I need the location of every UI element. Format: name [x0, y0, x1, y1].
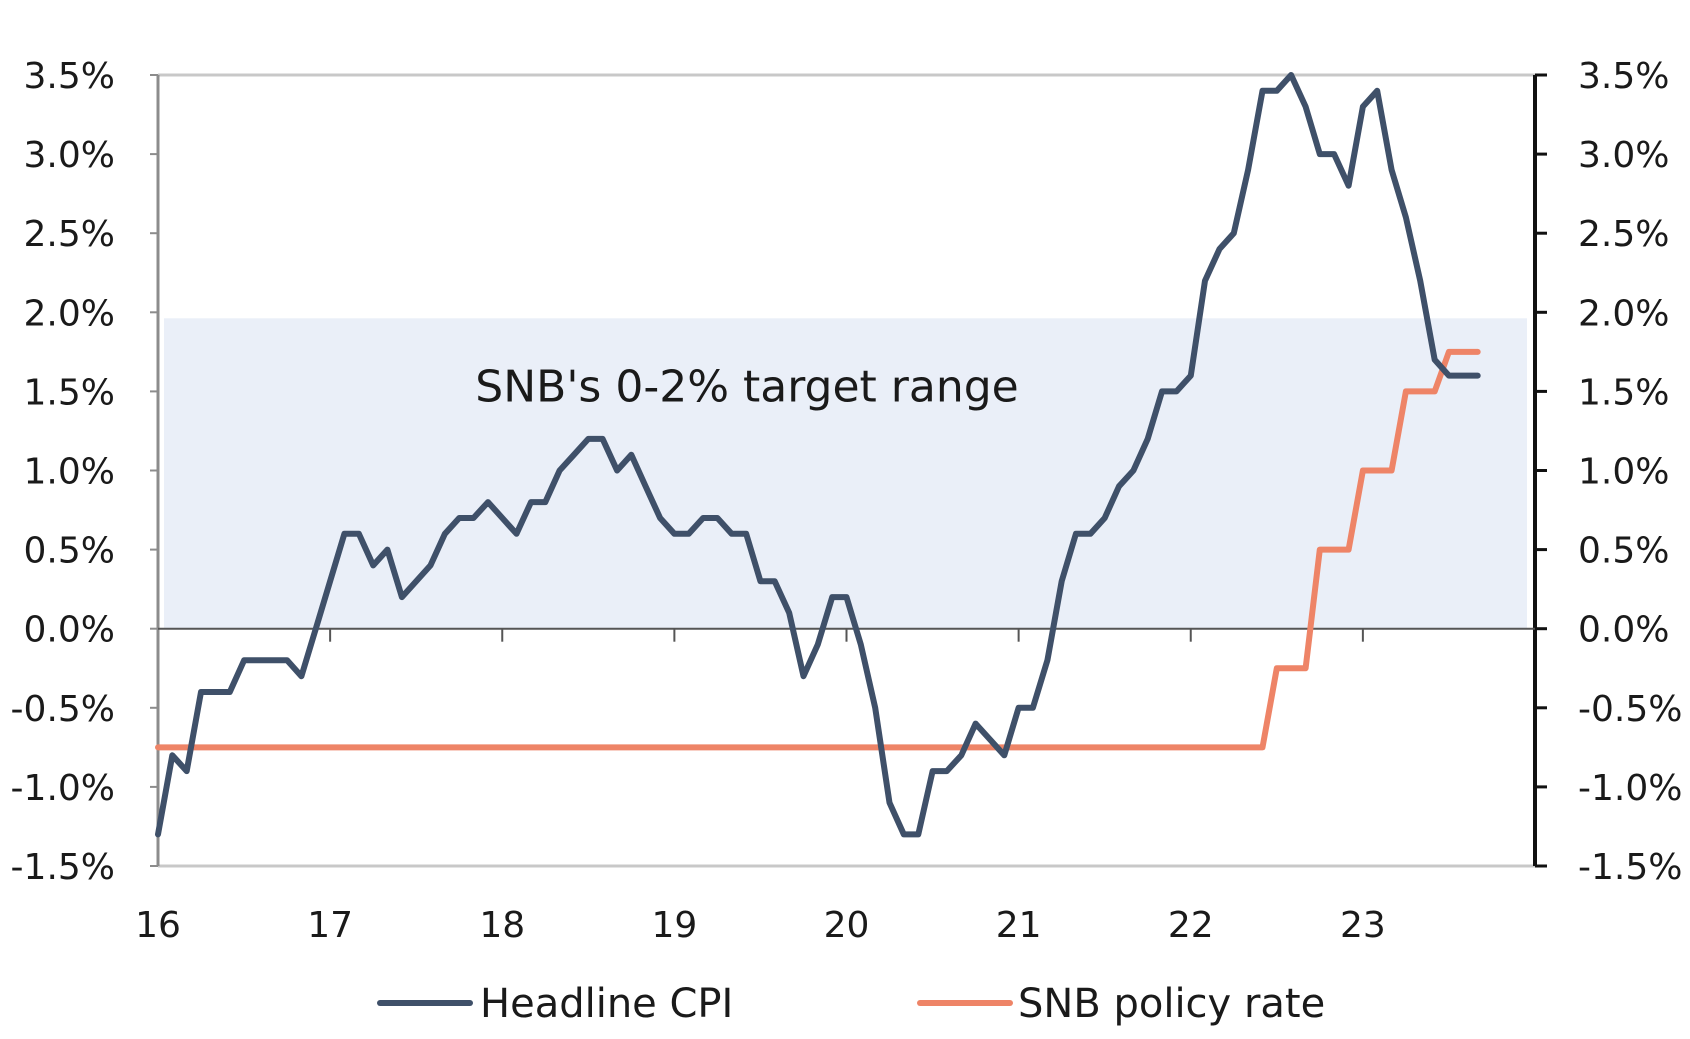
target-band-label: SNB's 0-2% target range — [475, 361, 1018, 412]
target-band — [164, 318, 1527, 629]
y-tick-label-left: 3.0% — [24, 135, 115, 176]
x-tick-label: 17 — [307, 905, 353, 946]
y-tick-label-right: 1.5% — [1578, 372, 1669, 413]
legend-label-snb-policy-rate: SNB policy rate — [1018, 981, 1325, 1027]
series-line-snb-policy-rate — [155, 348, 1481, 751]
series-line-headline-cpi — [155, 72, 1481, 838]
y-tick-label-left: 0.0% — [24, 610, 115, 651]
y-axis-right: 3.5% 3.0% 2.5% 2.0% 1.5% 1.0% 0.5% 0.0% -0.5% -1.… — [1535, 56, 1682, 888]
series-group — [155, 72, 1481, 838]
y-tick-label-right: 1.0% — [1578, 452, 1669, 493]
x-tick-label: 18 — [479, 905, 525, 946]
legend: Headline CPI SNB policy rate — [377, 981, 1325, 1027]
y-tick-label-left: -1.0% — [11, 768, 115, 809]
y-tick-label-right: -0.5% — [1578, 689, 1682, 730]
y-tick-label-right: -1.5% — [1578, 847, 1682, 888]
y-tick-label-right: 3.5% — [1578, 56, 1669, 97]
x-tick-label: 21 — [996, 905, 1042, 946]
x-tick-label: 16 — [135, 905, 181, 946]
legend-label-headline-cpi: Headline CPI — [480, 981, 733, 1027]
y-tick-label-left: 1.0% — [24, 452, 115, 493]
y-tick-label-right: -1.0% — [1578, 768, 1682, 809]
y-tick-label-left: 1.5% — [24, 372, 115, 413]
x-tick-label: 23 — [1340, 905, 1386, 946]
x-axis: 16 17 18 19 20 21 22 23 — [135, 628, 1386, 946]
y-tick-label-right: 0.0% — [1578, 610, 1669, 651]
y-tick-label-left: -0.5% — [11, 689, 115, 730]
y-tick-label-right: 0.5% — [1578, 531, 1669, 572]
y-tick-label-right: 3.0% — [1578, 135, 1669, 176]
y-tick-label-left: 0.5% — [24, 531, 115, 572]
y-tick-label-right: 2.0% — [1578, 293, 1669, 334]
x-tick-label: 19 — [651, 905, 697, 946]
x-tick-label: 20 — [824, 905, 870, 946]
y-axis-left: 3.5% 3.0% 2.5% 2.0% 1.5% 1.0% 0.5% 0.0% -0.5% -1.… — [11, 56, 158, 888]
y-tick-label-right: 2.5% — [1578, 214, 1669, 255]
y-tick-label-left: 3.5% — [24, 56, 115, 97]
x-tick-label: 22 — [1168, 905, 1214, 946]
y-tick-label-left: -1.5% — [11, 847, 115, 888]
y-tick-label-left: 2.0% — [24, 293, 115, 334]
y-tick-label-left: 2.5% — [24, 214, 115, 255]
